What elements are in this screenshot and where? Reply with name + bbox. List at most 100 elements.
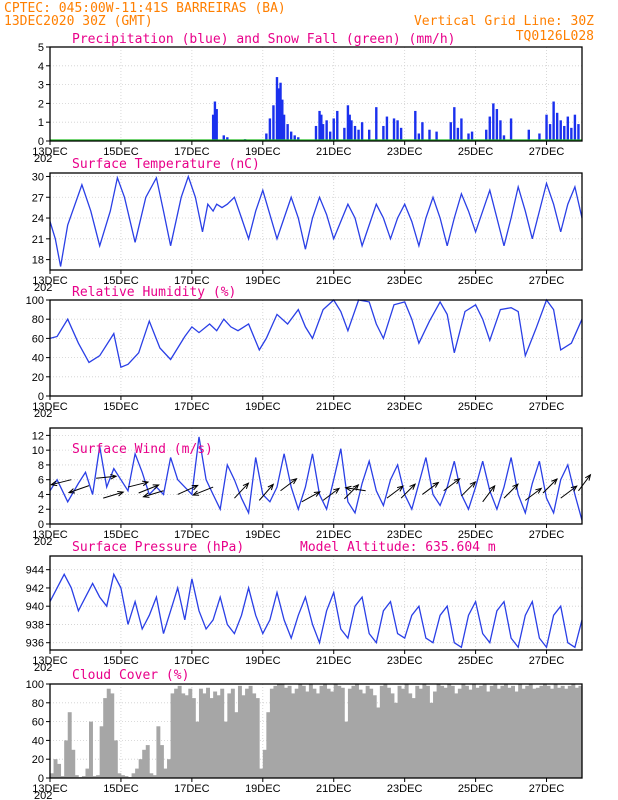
cloud-bar xyxy=(213,691,218,778)
cloud-title: Cloud Cover (%) xyxy=(72,668,189,683)
cloud-bar xyxy=(404,684,409,778)
precip-bar xyxy=(396,120,399,141)
cloud-bar xyxy=(85,768,90,778)
cloud-bar xyxy=(408,693,413,778)
precip-xtick-label: 21DEC xyxy=(316,146,352,158)
wind-vector xyxy=(482,485,496,503)
cloud-bar xyxy=(67,712,72,778)
cloud-bar xyxy=(177,685,182,778)
precip-bar xyxy=(492,103,495,141)
precip-bar xyxy=(332,118,335,141)
precip-bar xyxy=(281,99,284,141)
precip-bar xyxy=(348,114,351,141)
cloud-bar xyxy=(330,691,335,778)
precip-bar xyxy=(527,129,530,141)
cloud-bar xyxy=(138,759,143,778)
temp-year-label: 202 xyxy=(34,282,52,294)
wind-vector xyxy=(280,478,297,492)
temp-panel: 18 21 24 27 30 13DEC 15DEC 17DEC 19DEC 21DEC 23DEC… xyxy=(32,157,583,294)
cloud-bar xyxy=(124,776,129,778)
precip-bar xyxy=(325,120,328,141)
cloud-bar xyxy=(255,698,260,778)
precip-bar xyxy=(470,131,474,141)
cloud-bar xyxy=(550,688,555,778)
pres-xtick-label: 19DEC xyxy=(245,655,281,667)
cloud-bar xyxy=(379,685,384,778)
precip-bar xyxy=(222,135,225,141)
wind-vector-head xyxy=(453,477,461,485)
precip-bar xyxy=(566,116,570,141)
cloud-bar xyxy=(333,684,338,778)
cloud-bar xyxy=(347,688,352,778)
cloud-bar xyxy=(564,688,569,778)
rh-xtick-label: 15DEC xyxy=(103,401,139,413)
precip-xtick-label: 23DEC xyxy=(387,146,423,158)
wind-vector-head xyxy=(117,491,125,497)
precip-xtick-label: 17DEC xyxy=(174,146,210,158)
cloud-bar xyxy=(578,685,583,778)
temp-xtick-label: 17DEC xyxy=(174,275,210,287)
cloud-bar xyxy=(422,684,427,778)
cloud-bar xyxy=(245,688,250,778)
wind-xtick-label: 19DEC xyxy=(245,529,281,541)
cloud-bar xyxy=(71,749,76,778)
cloud-bar xyxy=(298,684,303,778)
precip-bar xyxy=(215,109,218,141)
cloud-bar xyxy=(351,685,356,778)
cloud-bar xyxy=(156,726,161,778)
cloud-bar xyxy=(372,695,377,778)
temp-xtick-label: 15DEC xyxy=(103,275,139,287)
cloud-bar xyxy=(514,691,519,778)
pres-series-line xyxy=(49,572,583,649)
precip-bar xyxy=(268,118,272,141)
cloud-bar xyxy=(546,685,551,778)
cloud-bar xyxy=(447,684,452,778)
precip-bar xyxy=(449,122,452,141)
temp-series-line xyxy=(49,174,583,267)
precip-bar xyxy=(385,116,389,141)
cloud-bar xyxy=(195,721,200,778)
wind-vector-head xyxy=(469,481,477,488)
cloud-bar xyxy=(425,685,430,778)
cloud-bar xyxy=(560,685,565,778)
wind-vector-head xyxy=(191,490,200,496)
cloud-bar xyxy=(482,684,487,778)
temp-ytick-label: 18 xyxy=(32,255,44,267)
precip-title: Precipitation (blue) and Snow Fall (gree… xyxy=(72,32,456,47)
precip-bar xyxy=(360,122,364,141)
cloud-bar xyxy=(284,687,289,778)
precip-bar xyxy=(559,120,562,141)
wind-year-label: 202 xyxy=(34,536,52,548)
wind-vector xyxy=(503,483,519,499)
cloud-bar xyxy=(507,687,512,778)
pres-ytick-label: 938 xyxy=(26,619,44,631)
precip-bar xyxy=(577,124,580,141)
wind-vector xyxy=(96,475,117,479)
wind-vector-head xyxy=(352,483,360,491)
precip-bar xyxy=(495,109,499,141)
cloud-ytick-label: 100 xyxy=(26,679,44,691)
pres-ytick-label: 942 xyxy=(26,583,44,595)
wind-vector-head xyxy=(344,485,352,492)
cloud-bar xyxy=(269,688,274,778)
wind-ytick-label: 6 xyxy=(38,475,44,487)
wind-xtick-label: 25DEC xyxy=(458,529,494,541)
cloud-bar xyxy=(418,688,423,778)
precip-bar xyxy=(555,112,559,141)
rh-panel: 0 20 40 60 80 100 13DEC 15DEC 17DEC 19DEC 21DEC 23D… xyxy=(26,285,583,420)
wind-vector xyxy=(386,485,404,499)
precip-bar xyxy=(297,137,300,141)
cloud-bar xyxy=(394,702,398,778)
rh-ytick-label: 0 xyxy=(38,391,44,403)
temp-frame xyxy=(49,172,583,271)
wind-frame xyxy=(49,427,583,525)
precip-bar xyxy=(282,114,286,141)
cloud-bar xyxy=(468,689,473,778)
wind-vector-head xyxy=(512,483,519,490)
cloud-bar xyxy=(159,745,164,778)
wind-vector-head xyxy=(409,483,417,490)
pres-ytick-label: 944 xyxy=(26,565,44,577)
cloud-bar xyxy=(230,688,235,778)
wind-vector-head xyxy=(267,483,275,491)
precip-bar xyxy=(211,114,215,141)
